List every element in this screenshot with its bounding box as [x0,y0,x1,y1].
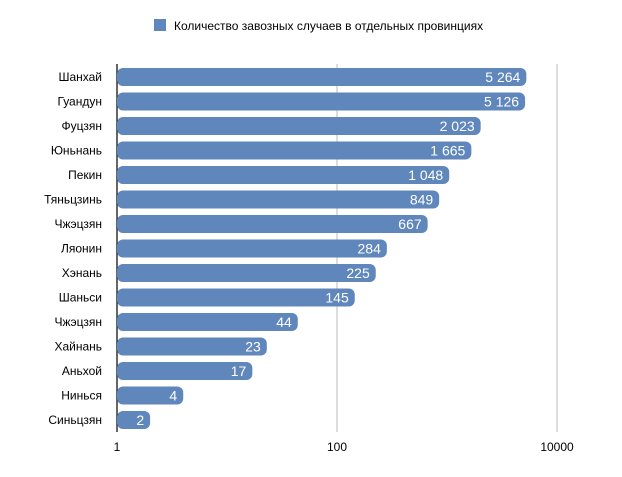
category-label: Шанхай [58,70,102,84]
category-label: Ляонин [61,242,102,256]
category-label: Фуцзян [62,119,103,133]
x-tick-label: 100 [327,440,347,454]
data-label: 2 [136,412,144,428]
bar [117,68,527,86]
data-label: 5 264 [485,69,520,85]
data-label: 2 023 [440,118,475,134]
category-label: Гуандун [58,95,103,109]
bar [117,141,472,160]
data-label: 17 [231,363,247,379]
bar [117,362,253,380]
data-label: 1 048 [408,167,443,183]
category-label: Шаньси [59,291,102,305]
legend-label: Количество завозных случаев в отдельных … [174,19,483,33]
category-label: Аньхой [62,364,102,378]
category-label: Чжэцзян [54,217,102,231]
category-label: Пекин [68,168,102,182]
data-label: 5 126 [484,94,519,110]
data-label: 1 665 [430,143,465,159]
category-label: Хайнань [54,340,102,354]
data-label: 44 [276,314,292,330]
x-tick-label: 10000 [540,440,574,454]
bar [117,288,355,307]
bar [117,92,526,111]
category-label: Юньнань [51,144,102,158]
bar [117,166,450,184]
bar [117,264,376,282]
bar [117,411,151,429]
category-label: Синьцзян [48,413,102,427]
legend: Количество завозных случаев в отдельных … [154,19,483,33]
bar [117,215,428,233]
category-label: Тяньцзинь [44,193,102,207]
bar [117,386,184,405]
bar [117,313,298,331]
bar [117,190,440,209]
data-label: 145 [325,290,349,306]
category-label: Чжэцзян [54,315,102,329]
bar [117,337,267,356]
data-label: 284 [358,241,382,257]
category-label: Хэнань [62,266,102,280]
data-label: 23 [245,339,261,355]
legend-swatch [154,19,166,31]
category-label: Нинься [61,389,102,403]
bar [117,117,481,135]
bar [117,239,387,258]
data-label: 4 [169,388,177,404]
x-tick-label: 1 [114,440,121,454]
data-label: 849 [410,192,434,208]
data-label: 225 [346,265,370,281]
data-label: 667 [398,216,422,232]
